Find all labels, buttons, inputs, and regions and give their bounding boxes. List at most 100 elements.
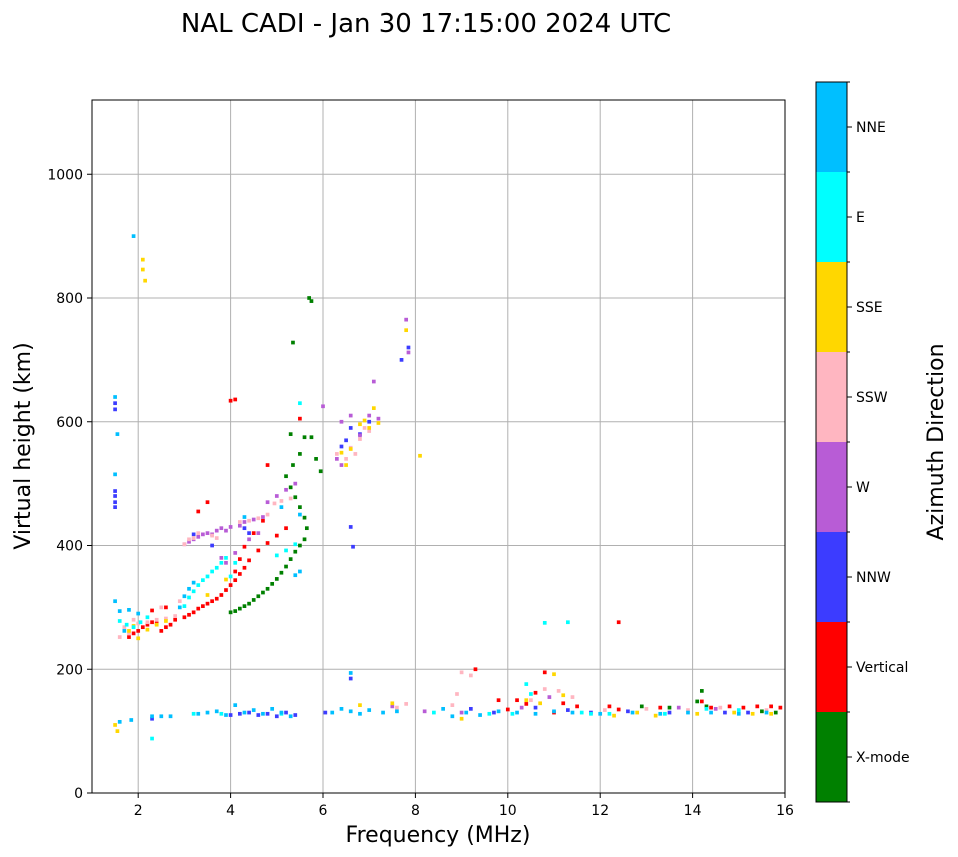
y-tick-label: 0 — [74, 786, 83, 802]
cell-sse — [339, 450, 344, 455]
cell-w — [274, 494, 279, 498]
cell-x-mode — [695, 699, 700, 704]
cell-e — [736, 708, 741, 712]
cell-nne — [686, 710, 690, 715]
cell-e — [607, 711, 612, 716]
cell-nnw — [265, 711, 270, 716]
cell-vertical — [709, 705, 713, 710]
colorbar-segment-nne — [816, 82, 847, 172]
cell-nne — [224, 713, 228, 717]
cell-nnw — [247, 531, 251, 535]
cell-nnw — [113, 500, 117, 505]
y-axis-ticks: 0 200 400 600 800 1000 — [47, 167, 92, 802]
cell-ssw — [136, 621, 141, 626]
cell-nnw — [746, 710, 750, 715]
cell-nne — [298, 569, 302, 574]
cell-e — [205, 574, 210, 579]
cell-ssw — [237, 520, 242, 524]
cell-e — [224, 556, 228, 560]
cell-ssw — [764, 708, 769, 712]
cell-w — [519, 705, 524, 710]
cell-vertical — [505, 707, 510, 712]
cell-sse — [612, 713, 616, 718]
cell-x-mode — [242, 604, 247, 608]
cell-e — [542, 620, 547, 625]
cell-nne — [131, 234, 136, 238]
cell-w — [321, 404, 325, 409]
cell-vertical — [284, 526, 288, 531]
cell-x-mode — [228, 610, 233, 615]
cell-x-mode — [265, 586, 270, 591]
cell-vertical — [607, 704, 612, 709]
cell-nnw — [210, 543, 214, 548]
cell-vertical — [699, 699, 704, 704]
cell-x-mode — [298, 452, 302, 456]
cell-w — [713, 706, 718, 711]
cell-sse — [154, 622, 159, 627]
cell-nne — [279, 710, 284, 715]
cell-sse — [376, 421, 381, 425]
cell-nne — [127, 607, 131, 612]
cell-nnw — [533, 705, 538, 710]
cell-nne — [115, 432, 120, 436]
cell-sse — [371, 406, 376, 410]
cell-x-mode — [298, 505, 302, 509]
cell-nne — [270, 706, 275, 711]
colorbar-frame — [815, 81, 848, 803]
cell-sse — [362, 418, 367, 423]
cell-nne — [150, 714, 154, 719]
cell-nne — [348, 671, 353, 675]
cell-e — [233, 560, 238, 565]
cell-x-mode — [318, 469, 323, 474]
cell-w — [187, 539, 191, 544]
cell-e — [219, 560, 224, 565]
cell-x-mode — [284, 474, 288, 479]
cell-w — [201, 532, 205, 537]
cell-w — [376, 416, 381, 421]
cell-e — [524, 682, 529, 686]
cell-nnw — [406, 345, 411, 350]
cell-sse — [143, 278, 147, 283]
cell-x-mode — [291, 463, 295, 467]
colorbar-tick-label: W — [856, 480, 870, 496]
cell-nne — [348, 709, 353, 714]
cell-e — [191, 589, 196, 594]
cell-x-mode — [251, 598, 256, 602]
cell-nne — [339, 706, 344, 711]
cell-nne — [293, 573, 298, 578]
cell-nne — [330, 710, 335, 715]
cell-x-mode — [284, 564, 288, 569]
cell-ssw — [164, 616, 168, 621]
cell-x-mode — [307, 296, 311, 300]
cell-vertical — [168, 622, 173, 627]
cell-ssw — [718, 705, 723, 710]
cell-nne — [117, 609, 122, 613]
colorbar-segment-ssw — [816, 352, 847, 442]
cell-nne — [182, 594, 187, 599]
cell-sse — [136, 636, 141, 641]
cell-w — [348, 413, 353, 418]
cell-nnw — [293, 713, 298, 717]
cell-e — [293, 542, 298, 547]
cell-x-mode — [274, 577, 279, 581]
x-tick-label: 12 — [591, 803, 609, 819]
cell-ssw — [191, 536, 196, 540]
cell-w — [335, 457, 339, 461]
cell-ssw — [279, 499, 284, 503]
cell-ssw — [131, 617, 136, 622]
cell-nnw — [323, 710, 328, 715]
cell-e — [150, 736, 154, 741]
cell-nnw — [367, 419, 372, 424]
cell-nne — [515, 710, 519, 715]
cell-ssw — [265, 512, 270, 517]
cell-w — [339, 463, 344, 467]
cell-nnw — [191, 532, 196, 537]
cell-nnw — [237, 711, 242, 716]
data-cells — [113, 234, 783, 741]
cell-vertical — [658, 705, 663, 710]
cell-w — [247, 537, 251, 542]
cell-vertical — [191, 610, 196, 615]
cell-vertical — [233, 397, 238, 402]
x-axis-ticks: 2 4 6 8 10 12 14 16 — [134, 793, 794, 819]
